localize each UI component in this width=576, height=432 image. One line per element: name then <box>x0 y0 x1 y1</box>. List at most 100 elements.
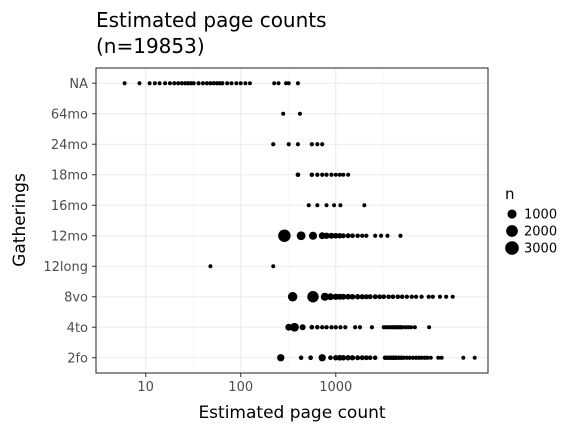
minor-gridlines <box>97 68 384 373</box>
data-point <box>179 81 184 86</box>
data-point <box>345 355 351 361</box>
legend-title: n <box>505 185 515 203</box>
data-point <box>157 81 162 86</box>
data-point <box>377 294 383 300</box>
data-point <box>363 294 369 300</box>
data-point <box>324 325 329 330</box>
data-point <box>350 233 355 239</box>
data-point <box>329 172 334 177</box>
data-point <box>147 81 152 86</box>
major-gridlines <box>96 68 488 373</box>
data-point <box>412 325 417 330</box>
data-point <box>204 81 209 86</box>
data-point <box>386 294 391 300</box>
data-point <box>315 203 320 208</box>
data-point <box>306 203 311 208</box>
data-point <box>295 172 301 178</box>
data-point <box>428 355 433 360</box>
data-point <box>333 325 338 330</box>
data-point <box>297 111 302 116</box>
data-point <box>315 142 320 147</box>
data-point <box>320 172 325 177</box>
data-point <box>208 264 213 269</box>
x-axis: 10 100 1000 <box>137 373 352 395</box>
data-point <box>328 232 335 239</box>
data-point <box>381 294 387 300</box>
data-point <box>372 355 378 361</box>
data-point <box>419 355 424 360</box>
data-point <box>390 294 396 300</box>
data-point <box>271 264 276 269</box>
data-point <box>320 292 329 301</box>
data-point <box>183 81 188 86</box>
data-point <box>354 294 361 300</box>
data-point <box>372 294 378 300</box>
data-point <box>285 323 293 331</box>
data-point <box>229 81 234 86</box>
data-point <box>407 355 412 360</box>
x-tick-label: 1000 <box>319 380 352 395</box>
data-point <box>333 355 339 361</box>
data-point <box>359 294 365 300</box>
data-point <box>290 322 299 332</box>
data-point <box>122 81 127 86</box>
data-point <box>196 81 201 86</box>
data-point <box>287 292 298 302</box>
data-point <box>324 203 329 208</box>
data-point <box>220 81 225 86</box>
y-tick-label: 8vo <box>64 290 88 305</box>
data-point <box>214 81 219 86</box>
x-tick-label: 10 <box>137 380 154 395</box>
data-point <box>346 172 351 177</box>
data-point <box>176 81 181 86</box>
x-tick-label: 100 <box>228 380 253 395</box>
data-point <box>332 203 337 208</box>
data-point <box>437 294 443 299</box>
data-point <box>278 229 291 242</box>
data-point <box>404 294 410 299</box>
size-legend: n 1000 2000 3000 <box>505 185 557 257</box>
data-point <box>299 324 306 331</box>
data-point <box>323 232 330 239</box>
data-point <box>320 325 325 330</box>
data-point <box>309 324 315 330</box>
data-point <box>315 325 320 330</box>
y-axis: 2fo 4to 8vo 12long 12mo 16mo 18mo 24mo 64mo NA <box>43 77 96 366</box>
data-point <box>410 355 416 360</box>
y-tick-label: NA <box>69 77 88 92</box>
y-tick-label: 12long <box>43 260 88 275</box>
y-axis-title: Gatherings <box>10 173 30 267</box>
chart-subtitle: (n=19853) <box>96 34 205 58</box>
data-point <box>385 233 390 238</box>
data-point <box>307 291 319 303</box>
data-point <box>277 354 285 362</box>
data-points <box>122 81 477 362</box>
data-point <box>430 294 435 299</box>
data-point <box>328 355 333 361</box>
data-point <box>286 81 291 86</box>
data-point <box>308 355 313 361</box>
data-point <box>329 325 334 330</box>
data-point <box>355 355 361 361</box>
data-point <box>345 233 351 239</box>
data-point <box>337 172 342 177</box>
data-point <box>298 355 304 360</box>
data-point <box>439 355 444 360</box>
y-tick-label: 2fo <box>67 351 88 366</box>
data-point <box>186 81 191 86</box>
data-point <box>234 81 239 86</box>
data-point <box>398 233 403 238</box>
data-point <box>409 294 414 299</box>
legend-label: 3000 <box>524 242 557 257</box>
data-point <box>399 294 405 299</box>
x-axis-title: Estimated page count <box>198 403 385 423</box>
data-point <box>472 355 477 360</box>
data-point <box>444 294 449 299</box>
data-point <box>332 232 339 239</box>
data-point <box>320 142 325 147</box>
data-point <box>419 294 424 299</box>
data-point <box>364 233 369 238</box>
data-point <box>211 81 216 86</box>
data-point <box>400 325 405 330</box>
data-point <box>340 233 346 239</box>
